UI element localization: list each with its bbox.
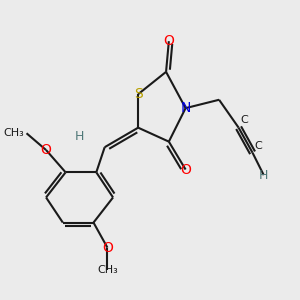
Text: CH₃: CH₃ [97,265,118,275]
Text: O: O [180,163,191,176]
Text: S: S [134,87,142,101]
Text: H: H [259,169,268,182]
Text: N: N [180,101,191,115]
Text: O: O [164,34,174,48]
Text: O: O [102,241,113,255]
Text: O: O [40,143,52,157]
Text: C: C [240,116,248,125]
Text: C: C [254,141,262,151]
Text: H: H [75,130,84,142]
Text: CH₃: CH₃ [3,128,24,138]
